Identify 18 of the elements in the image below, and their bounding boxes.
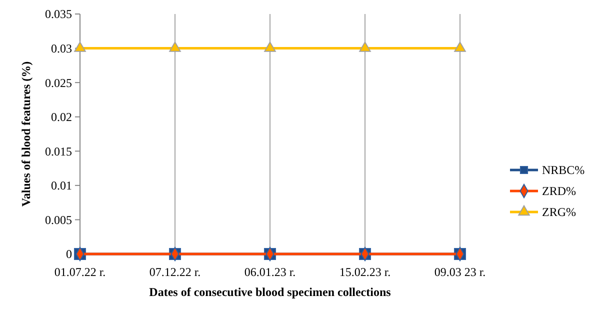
x-tick-label: 15.02.23 r. — [339, 265, 391, 279]
y-tick-label: 0.01 — [51, 178, 72, 193]
legend-label: NRBC% — [542, 163, 585, 178]
y-axis-title: Values of blood features (%) — [19, 61, 33, 207]
legend-label: ZRG% — [542, 205, 576, 220]
y-tick-label: 0.02 — [51, 110, 72, 124]
y-tick-label: 0.015 — [45, 144, 72, 158]
x-axis-title: Dates of consecutive blood specimen collections — [149, 285, 392, 299]
y-tick-label: 0 — [66, 247, 72, 262]
y-tick-label: 0.035 — [45, 7, 72, 22]
x-tick-label: 09.03 23 r. — [434, 265, 486, 279]
x-tick-label: 01.07.22 r. — [54, 265, 106, 279]
legend-label: ZRD% — [542, 184, 576, 198]
x-tick-label: 07.12.22 r. — [149, 265, 201, 279]
y-tick-label: 0.03 — [51, 41, 72, 56]
y-tick-label: 0.005 — [45, 212, 72, 227]
x-tick-label: 06.01.23 r. — [244, 265, 296, 279]
y-tick-label: 0.025 — [45, 76, 72, 90]
